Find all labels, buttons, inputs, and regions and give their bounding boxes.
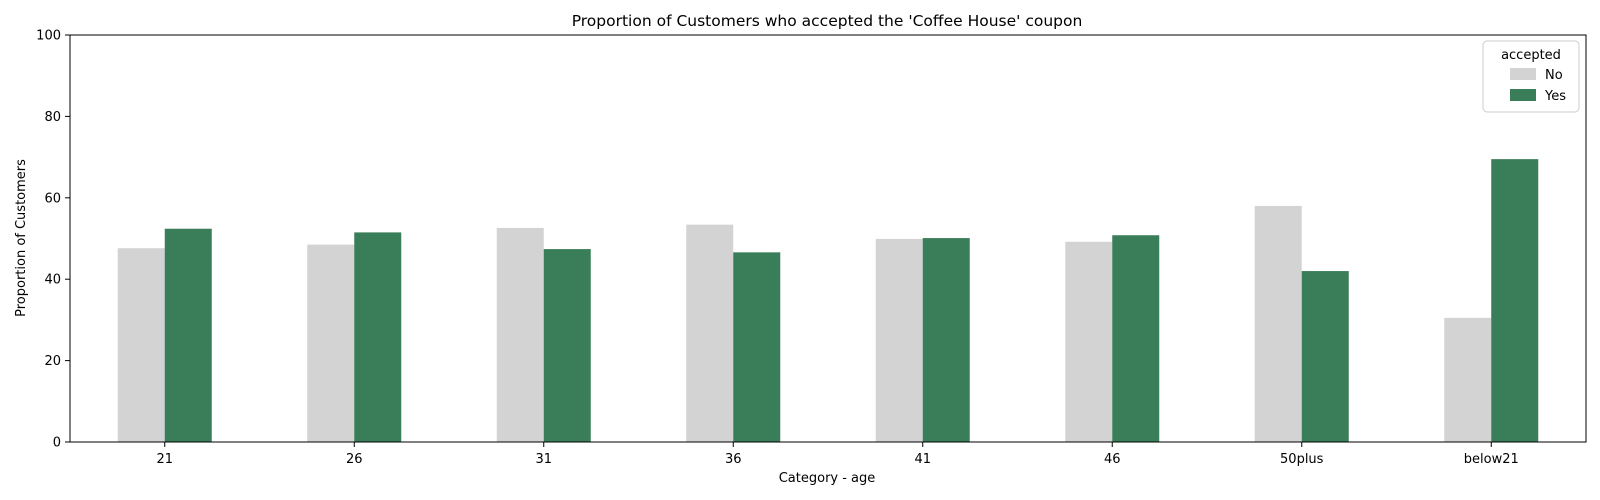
legend-label-no: No bbox=[1545, 68, 1563, 83]
y-tick-label: 60 bbox=[44, 191, 61, 206]
bar-no-26 bbox=[307, 244, 355, 442]
x-tick-label-50plus: 50plus bbox=[1280, 452, 1324, 467]
y-tick-label: 0 bbox=[53, 436, 61, 451]
plot-frame bbox=[69, 34, 1587, 443]
x-tick-label-41: 41 bbox=[914, 452, 931, 467]
bar-yes-46 bbox=[1112, 235, 1160, 442]
bar-yes-50plus bbox=[1301, 271, 1349, 442]
x-tick-label-31: 31 bbox=[535, 452, 552, 467]
y-tick-label: 20 bbox=[44, 354, 61, 369]
legend-title: accepted bbox=[1501, 48, 1561, 63]
x-tick-label-26: 26 bbox=[346, 452, 363, 467]
y-tick-label: 80 bbox=[44, 110, 61, 125]
bar-no-41 bbox=[875, 238, 923, 442]
x-tick-label-21: 21 bbox=[156, 452, 173, 467]
legend-label-yes: Yes bbox=[1544, 89, 1566, 104]
legend: accepted No Yes bbox=[1482, 40, 1580, 113]
bar-no-36 bbox=[686, 224, 734, 442]
y-axis-label: Proportion of Customers bbox=[14, 159, 29, 317]
bar-yes-below21 bbox=[1491, 159, 1539, 442]
bar-no-50plus bbox=[1254, 205, 1302, 442]
plot-area: 0 20 40 60 80 100 21 26 31 36 41 46 50plus below21 bbox=[36, 29, 1587, 467]
bar-yes-21 bbox=[164, 228, 212, 442]
bar-yes-41 bbox=[922, 238, 970, 442]
bar-no-below21 bbox=[1444, 317, 1492, 442]
x-tick-label-46: 46 bbox=[1104, 452, 1121, 467]
bar-no-31 bbox=[496, 227, 544, 442]
x-tick-label-below21: below21 bbox=[1464, 452, 1519, 467]
chart-title: Proportion of Customers who accepted the… bbox=[572, 12, 1083, 30]
y-tick-label: 40 bbox=[44, 273, 61, 288]
legend-swatch-no bbox=[1510, 68, 1536, 80]
bar-yes-36 bbox=[733, 252, 781, 442]
bar-yes-26 bbox=[354, 232, 402, 442]
legend-items: No Yes bbox=[1510, 68, 1566, 104]
bar-yes-31 bbox=[543, 249, 591, 442]
legend-swatch-yes bbox=[1510, 89, 1536, 101]
x-tick-label-36: 36 bbox=[725, 452, 742, 467]
y-tick-label: 100 bbox=[36, 29, 61, 44]
bar-no-21 bbox=[117, 248, 165, 442]
x-axis-label: Category - age bbox=[779, 471, 876, 486]
bar-no-46 bbox=[1065, 241, 1113, 442]
